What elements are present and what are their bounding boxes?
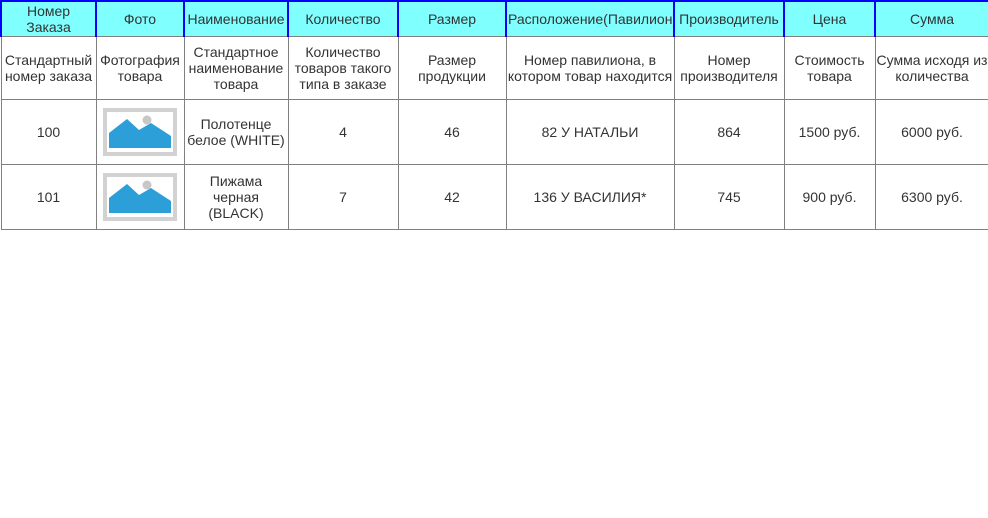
total-cell: 6000 руб.: [874, 98, 988, 165]
size-cell: 42: [397, 163, 507, 230]
price-cell: 1500 руб.: [783, 98, 876, 165]
col-header-price: Цена: [783, 0, 876, 37]
orders-table: Номер Заказа Фото Наименование Количеств…: [0, 0, 988, 230]
quantity-cell: 7: [287, 163, 399, 230]
product-image-placeholder: [103, 107, 177, 156]
photo-cell: [95, 163, 185, 230]
image-placeholder-icon: [109, 180, 171, 213]
desc-location: Номер павилиона, в котором товар находит…: [505, 35, 675, 100]
manufacturer-cell: 745: [673, 163, 785, 230]
desc-total: Сумма исходя из количества: [874, 35, 988, 100]
desc-photo: Фотография товара: [95, 35, 185, 100]
col-header-photo: Фото: [95, 0, 185, 37]
desc-name: Стандартное наименование товара: [183, 35, 289, 100]
order-number-cell: 101: [0, 163, 97, 230]
product-image-placeholder: [103, 172, 177, 221]
col-header-location: Расположение(Павилион): [505, 0, 675, 37]
desc-order-number: Стандартный номер заказа: [0, 35, 97, 100]
order-number-cell: 100: [0, 98, 97, 165]
total-cell: 6300 руб.: [874, 163, 988, 230]
location-cell: 82 У НАТАЛЬИ: [505, 98, 675, 165]
table-row: 101 Пижама черная (BLACK) 7 42 136 У ВАС…: [0, 163, 988, 230]
name-cell: Полотенце белое (WHITE): [183, 98, 289, 165]
desc-price: Стоимость товара: [783, 35, 876, 100]
desc-size: Размер продукции: [397, 35, 507, 100]
description-row: Стандартный номер заказа Фотография това…: [0, 35, 988, 100]
col-header-quantity: Количество: [287, 0, 399, 37]
table-row: 100 Полотенце белое (WHITE) 4 46 82 У НА…: [0, 98, 988, 165]
image-placeholder-icon: [109, 115, 171, 148]
desc-quantity: Количество товаров такого типа в заказе: [287, 35, 399, 100]
price-cell: 900 руб.: [783, 163, 876, 230]
col-header-size: Размер: [397, 0, 507, 37]
photo-cell: [95, 98, 185, 165]
manufacturer-cell: 864: [673, 98, 785, 165]
name-cell: Пижама черная (BLACK): [183, 163, 289, 230]
col-header-total: Сумма: [874, 0, 988, 37]
location-cell: 136 У ВАСИЛИЯ*: [505, 163, 675, 230]
col-header-order-number: Номер Заказа: [0, 0, 97, 37]
header-row: Номер Заказа Фото Наименование Количеств…: [0, 0, 988, 37]
col-header-name: Наименование: [183, 0, 289, 37]
size-cell: 46: [397, 98, 507, 165]
col-header-manufacturer: Производитель: [673, 0, 785, 37]
quantity-cell: 4: [287, 98, 399, 165]
desc-manufacturer: Номер производителя: [673, 35, 785, 100]
